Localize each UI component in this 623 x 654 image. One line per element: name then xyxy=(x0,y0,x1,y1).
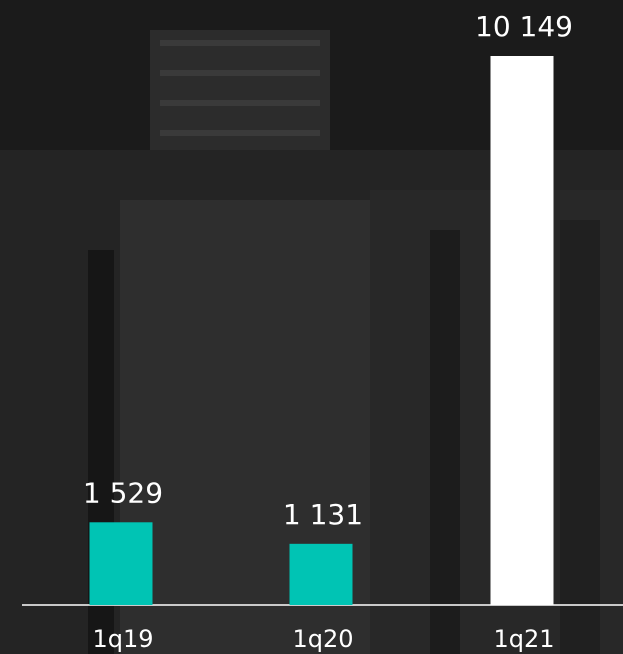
bar xyxy=(491,56,554,605)
chart: 1 529 1q19 1 131 1q20 10 149 1q21 xyxy=(0,0,623,654)
bar xyxy=(290,544,353,605)
x-tick-label: 1q21 xyxy=(493,625,554,653)
page: {"chart_data": {"type": "bar", "categori… xyxy=(0,0,623,654)
value-label: 1 131 xyxy=(283,498,363,531)
x-tick-label: 1q19 xyxy=(92,625,153,653)
x-tick-label: 1q20 xyxy=(292,625,353,653)
bar xyxy=(90,522,153,605)
value-label: 10 149 xyxy=(475,10,573,43)
value-label: 1 529 xyxy=(83,476,163,509)
